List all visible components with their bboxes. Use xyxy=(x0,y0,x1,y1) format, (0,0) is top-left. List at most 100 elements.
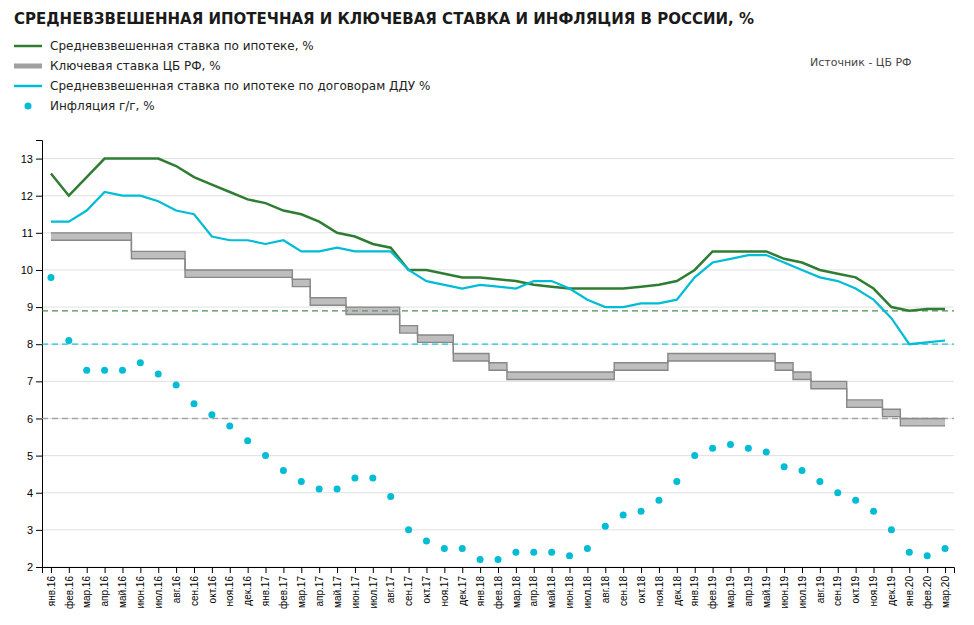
reference-line xyxy=(42,418,954,419)
x-tick-label: дек.18 xyxy=(672,576,683,606)
x-tick-label: май.19 xyxy=(761,576,772,608)
x-tick-line xyxy=(51,567,52,573)
y-tick-label: 4 xyxy=(27,487,33,499)
point xyxy=(638,508,645,515)
y-tick-line xyxy=(36,381,42,382)
y-tick: 7 xyxy=(27,375,42,387)
point xyxy=(566,552,573,559)
point xyxy=(942,545,949,552)
point xyxy=(834,489,841,496)
x-tick: окт.19 xyxy=(850,567,861,603)
x-tick-label: июн.17 xyxy=(350,576,361,609)
x-tick: мар.18 xyxy=(511,567,522,608)
y-tick-line xyxy=(36,233,42,234)
title: СРЕДНЕВЗВЕШЕННАЯ ИПОТЕЧНАЯ И КЛЮЧЕВАЯ СТ… xyxy=(14,10,754,28)
x-tick-line xyxy=(266,567,267,573)
x-tick: июл.19 xyxy=(797,567,808,609)
grid-line xyxy=(42,492,954,493)
x-tick: апр.18 xyxy=(528,567,539,606)
point xyxy=(155,370,162,377)
x-tick-line xyxy=(158,567,159,573)
point xyxy=(924,552,931,559)
y-tick: 8 xyxy=(27,338,42,350)
x-tick: фев.18 xyxy=(493,567,504,609)
x-tick: апр.16 xyxy=(99,567,110,606)
x-tick-line xyxy=(587,567,588,573)
x-tick-label: апр.16 xyxy=(99,576,110,607)
y-tick: 10 xyxy=(21,264,42,276)
point xyxy=(441,545,448,552)
point xyxy=(119,367,126,374)
y-tick-label: 7 xyxy=(27,375,33,387)
grid-line xyxy=(42,158,954,159)
x-tick-label: июл.16 xyxy=(153,576,164,609)
point xyxy=(173,382,180,389)
point xyxy=(727,441,734,448)
point xyxy=(745,445,752,452)
x-tick: авг.16 xyxy=(171,567,182,603)
grid-line xyxy=(42,529,954,530)
line xyxy=(51,192,945,344)
point xyxy=(83,367,90,374)
x-tick-label: авг.19 xyxy=(815,576,826,604)
x-tick: июн.17 xyxy=(350,567,361,609)
x-tick-label: май.17 xyxy=(332,576,343,608)
x-tick-label: апр.19 xyxy=(743,576,754,607)
legend-swatch xyxy=(25,103,32,110)
y-tick-label: 2 xyxy=(27,561,33,573)
grid-line xyxy=(42,195,954,196)
x-tick: фев.20 xyxy=(922,567,933,609)
legend-label: Средневзвешенная ставка по ипотеке по до… xyxy=(50,79,430,93)
x-tick-line xyxy=(373,567,374,573)
chart: СРЕДНЕВЗВЕШЕННАЯ ИПОТЕЧНАЯ И КЛЮЧЕВАЯ СТ… xyxy=(0,0,974,625)
point xyxy=(208,411,215,418)
x-tick-line xyxy=(909,567,910,573)
y-tick-line xyxy=(36,159,42,160)
x-tick: янв.17 xyxy=(260,567,271,606)
y-tick-line xyxy=(36,270,42,271)
legend-label: Ключевая ставка ЦБ РФ, % xyxy=(50,59,221,73)
x-tick-line xyxy=(212,567,213,573)
x-tick-label: янв.20 xyxy=(904,576,915,607)
x-tick-label: мар.20 xyxy=(940,576,951,608)
y-axis: 2345678910111213 xyxy=(21,141,43,574)
legend-swatch xyxy=(14,45,42,48)
x-tick-line xyxy=(802,567,803,573)
x-tick: май.19 xyxy=(761,567,772,608)
point xyxy=(405,526,412,533)
x-tick-line xyxy=(301,567,302,573)
x-tick-line xyxy=(534,567,535,573)
point xyxy=(387,493,394,500)
y-tick-line xyxy=(36,493,42,494)
point xyxy=(816,478,823,485)
legend-swatch xyxy=(14,85,42,88)
x-tick: сен.17 xyxy=(403,567,414,606)
x-tick-line xyxy=(87,567,88,573)
point xyxy=(530,549,537,556)
x-tick-line xyxy=(927,567,928,573)
x-tick: мар.16 xyxy=(81,567,92,608)
point xyxy=(262,452,269,459)
grid-line xyxy=(42,307,954,308)
x-tick: дек.18 xyxy=(672,567,683,606)
x-tick: фев.19 xyxy=(707,567,718,609)
point xyxy=(459,545,466,552)
grid-line xyxy=(42,344,954,345)
x-tick-label: сен.16 xyxy=(189,576,200,606)
point xyxy=(906,549,913,556)
y-tick: 13 xyxy=(21,153,42,165)
x-tick-label: ноя.16 xyxy=(224,576,235,607)
point xyxy=(495,556,502,563)
x-tick-line xyxy=(176,567,177,573)
x-tick-label: фев.18 xyxy=(493,576,504,609)
x-tick-label: мар.19 xyxy=(725,576,736,608)
point xyxy=(369,474,376,481)
y-tick-label: 10 xyxy=(21,264,33,276)
scatter-series xyxy=(47,274,948,563)
x-tick-line xyxy=(677,567,678,573)
x-tick-label: ноя.18 xyxy=(654,576,665,607)
legend-swatch xyxy=(14,64,42,69)
x-tick: июл.16 xyxy=(153,567,164,609)
x-tick-label: авг.16 xyxy=(171,576,182,604)
point xyxy=(763,448,770,455)
